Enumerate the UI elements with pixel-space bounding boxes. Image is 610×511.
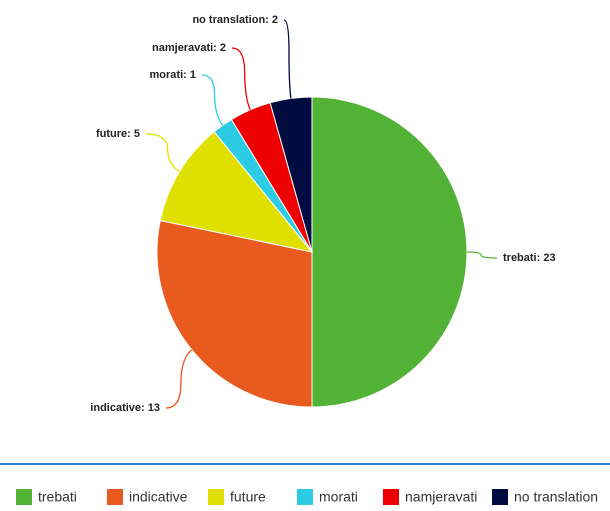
- data-label: no translation: 2: [192, 14, 278, 26]
- data-label: trebati: 23: [503, 252, 556, 264]
- legend-swatch: [297, 489, 313, 505]
- data-label: indicative: 13: [90, 402, 160, 414]
- leader-line: [165, 349, 193, 409]
- pie-slice: [269, 96, 313, 253]
- legend-swatch: [107, 489, 123, 505]
- legend-swatch: [383, 489, 399, 505]
- data-label: future: 5: [96, 128, 140, 140]
- legend-label: no translation: [514, 489, 598, 505]
- leader-line: [283, 19, 292, 99]
- legend-label: indicative: [129, 489, 188, 505]
- legend-swatch: [208, 489, 224, 505]
- leader-line: [466, 251, 498, 259]
- data-label: morati: 1: [150, 69, 196, 81]
- legend-label: namjeravati: [405, 489, 477, 505]
- leader-line: [201, 74, 224, 126]
- legend-label: morati: [319, 489, 358, 505]
- legend-swatch: [492, 489, 508, 505]
- pie-slice: [159, 131, 314, 253]
- leader-line: [145, 133, 180, 173]
- data-label: namjeravati: 2: [152, 42, 226, 54]
- pie-slice: [311, 96, 468, 408]
- legend-label: future: [230, 489, 266, 505]
- legend-label: trebati: [38, 489, 77, 505]
- legend-swatch: [16, 489, 32, 505]
- leader-line: [231, 47, 251, 111]
- pie-slice: [156, 219, 313, 408]
